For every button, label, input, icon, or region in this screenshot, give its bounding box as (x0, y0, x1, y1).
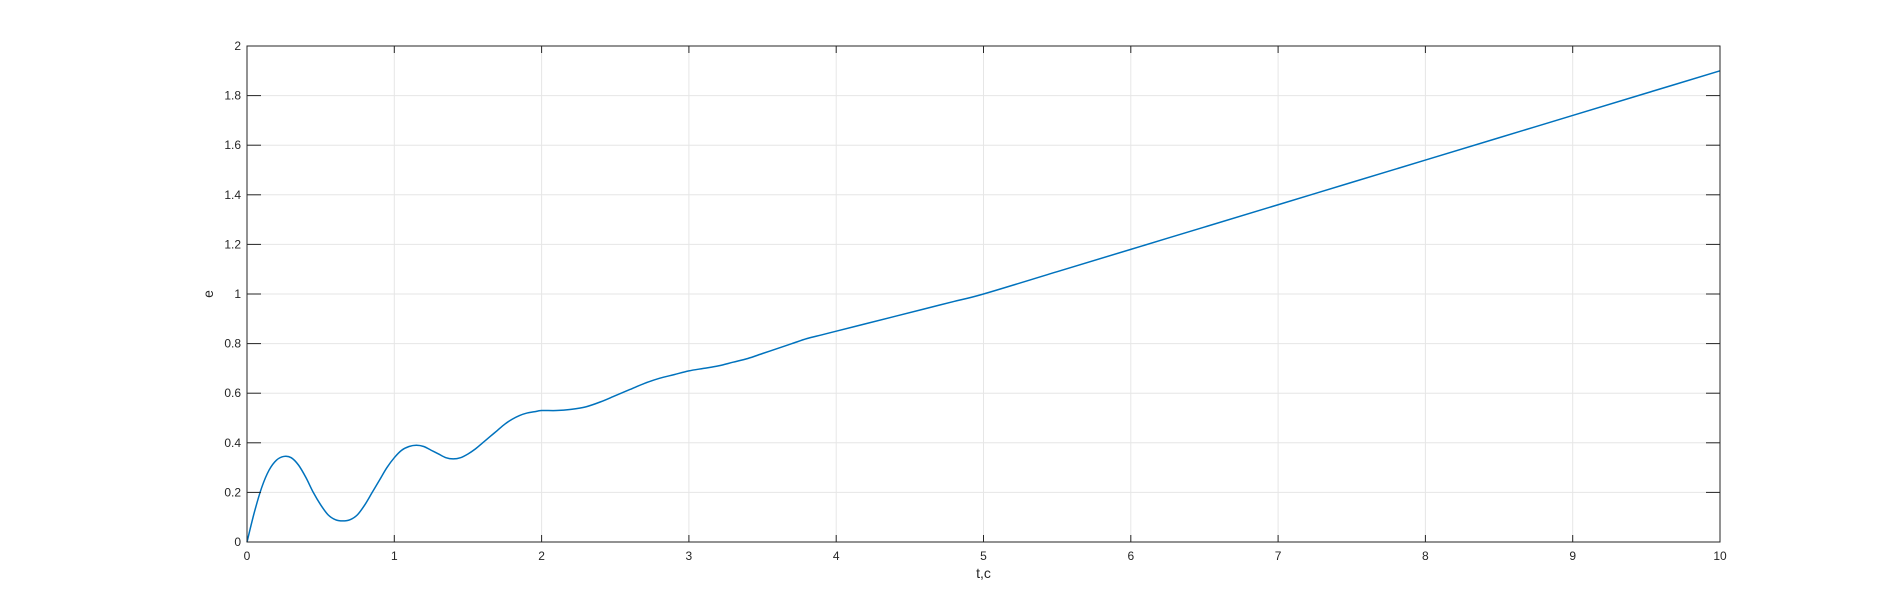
y-tick-label: 0.2 (224, 485, 241, 499)
x-tick-label: 10 (1713, 549, 1727, 563)
x-tick-label: 0 (244, 549, 251, 563)
y-axis-label: e (200, 290, 216, 298)
x-tick-label: 3 (686, 549, 693, 563)
x-tick-label: 5 (980, 549, 987, 563)
tick-labels: 0 1 2 3 4 5 6 7 8 9 10 0 0.2 0.4 0.6 0.8 1 1.2 1.4 1.6 1.8 2 (224, 39, 1727, 563)
y-tick-label: 1.6 (224, 138, 241, 152)
y-tick-label: 1.4 (224, 188, 241, 202)
y-tick-label: 0.4 (224, 436, 241, 450)
x-tick-label: 9 (1569, 549, 1576, 563)
y-tick-label: 2 (234, 39, 241, 53)
x-tick-label: 1 (391, 549, 398, 563)
series-line (246, 70, 1721, 543)
y-tick-label: 0.8 (224, 337, 241, 351)
series-layer (246, 70, 1721, 543)
y-tick-label: 0 (234, 535, 241, 549)
y-tick-label: 1.2 (224, 237, 241, 251)
x-axis-label: t,c (976, 565, 991, 581)
x-tick-label: 6 (1127, 549, 1134, 563)
y-tick-label: 1 (234, 287, 241, 301)
x-tick-label: 2 (538, 549, 545, 563)
y-tick-label: 0.6 (224, 386, 241, 400)
tick-marks (246, 45, 1721, 543)
x-tick-label: 8 (1422, 549, 1429, 563)
x-tick-label: 4 (833, 549, 840, 563)
x-tick-label: 7 (1275, 549, 1282, 563)
y-tick-label: 1.8 (224, 89, 241, 103)
